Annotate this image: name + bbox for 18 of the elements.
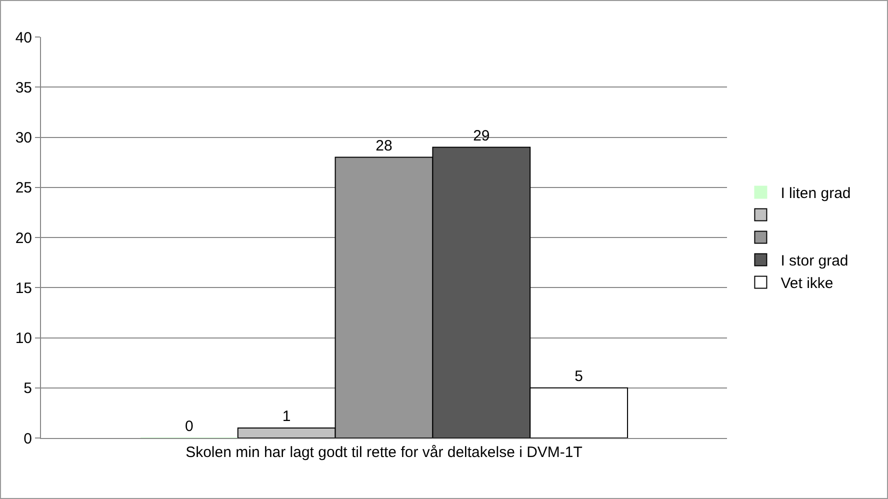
y-tick-label: 0 <box>24 430 32 448</box>
legend-label: I stor grad <box>780 252 848 270</box>
y-tick-label: 20 <box>15 230 32 247</box>
data-label: 5 <box>574 368 583 385</box>
y-tick-label: 25 <box>15 180 32 197</box>
y-tick-label: 5 <box>24 380 32 398</box>
data-label: 0 <box>185 418 194 435</box>
data-label: 29 <box>473 127 490 144</box>
x-tick-label: Skolen min har lagt godt til rette for vår deltakelse i DVM-1T <box>186 444 582 461</box>
legend-label: Vet ikke <box>780 275 834 292</box>
data-label: 28 <box>376 137 392 154</box>
y-tick-label: 35 <box>15 79 32 96</box>
y-tick-label: 10 <box>15 330 32 347</box>
y-tick-label: 15 <box>15 280 32 297</box>
y-tick-label: 30 <box>15 130 32 146</box>
y-tick-label: 40 <box>15 29 32 46</box>
data-label: 1 <box>282 408 291 425</box>
legend-label: I liten grad <box>780 185 851 202</box>
